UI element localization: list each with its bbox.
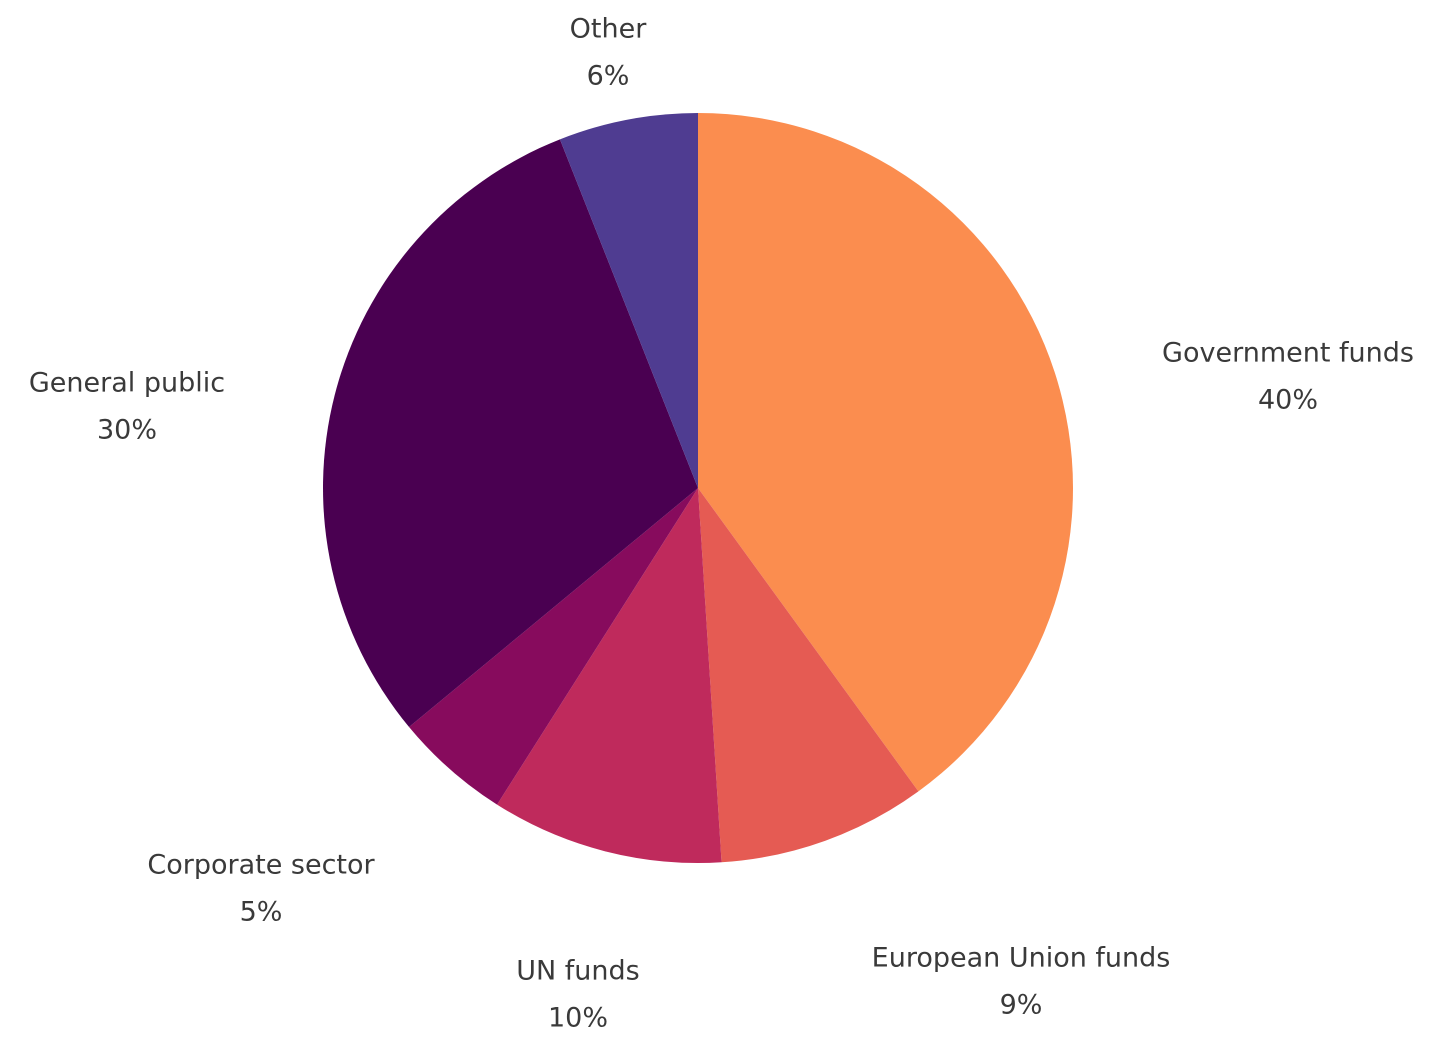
pie-slice-un-funds	[497, 488, 722, 864]
slice-value-other: 6%	[587, 61, 630, 92]
pie-slice-general-public	[323, 139, 698, 728]
pie-labels: Government funds 40% European Union funds 9…	[29, 14, 1414, 1034]
pie-slice-other	[559, 113, 698, 488]
pie-slice-corporate-sector	[409, 488, 698, 805]
slice-value-general-public: 30%	[97, 415, 157, 446]
slice-value-un-funds: 10%	[548, 1003, 608, 1034]
slice-label-general-public: General public	[29, 368, 225, 399]
pie-slice-government-funds	[698, 113, 1073, 792]
slice-label-other: Other	[570, 14, 648, 45]
slice-label-un-funds: UN funds	[516, 956, 639, 987]
pie-slice-european-union-funds	[698, 488, 919, 863]
pie-slices	[323, 113, 1073, 864]
slice-label-government-funds: Government funds	[1162, 338, 1414, 369]
slice-label-corporate-sector: Corporate sector	[147, 850, 375, 881]
slice-value-government-funds: 40%	[1258, 385, 1318, 416]
slice-label-european-union-funds: European Union funds	[872, 943, 1171, 974]
slice-value-corporate-sector: 5%	[240, 897, 283, 928]
slice-value-european-union-funds: 9%	[1000, 990, 1043, 1021]
